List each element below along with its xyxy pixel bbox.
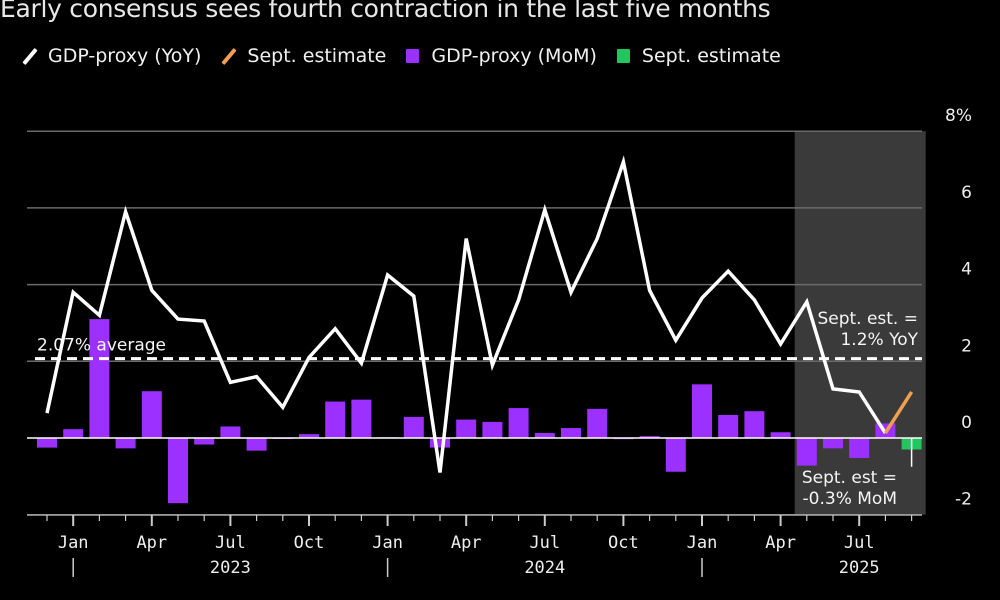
x-tick-label: Jul (529, 533, 560, 553)
x-year-label: 2025 (839, 558, 880, 578)
legend-item-sept-yoy: Sept. estimate (221, 45, 386, 67)
x-tick-label: Oct (608, 533, 639, 553)
bar-mom (63, 429, 84, 438)
bar-mom (718, 414, 739, 438)
bar-mom (220, 426, 241, 438)
annotation-yoy: Sept. est. = (817, 309, 918, 329)
bar-mom (37, 438, 57, 448)
bar-mom (587, 408, 608, 438)
y-tick-label: 8% (945, 106, 972, 126)
bar-swatch-icon (406, 49, 420, 63)
legend-label: Sept. estimate (247, 45, 387, 67)
y-tick-label: 6 (961, 183, 972, 203)
annotation-mom: Sept. est = (802, 468, 897, 488)
chart-title: Early consensus sees fourth contraction … (0, 0, 771, 23)
bar-mom (168, 438, 188, 504)
line-yoy (45, 155, 887, 473)
legend: GDP-proxy (YoY) Sept. estimate GDP-proxy… (22, 45, 801, 67)
x-tick-label: Apr (451, 533, 482, 553)
x-tick-label: Oct (294, 533, 325, 553)
legend-item-yoy: GDP-proxy (YoY) (22, 45, 201, 67)
bar-mom (796, 438, 817, 466)
bar-mom (744, 411, 765, 438)
bar-mom (351, 399, 372, 438)
bar-mom (561, 428, 581, 438)
bar-mom (141, 391, 162, 438)
x-tick-label: Apr (136, 533, 167, 553)
x-tick-label: Apr (765, 533, 796, 553)
line-sept-estimate (883, 391, 914, 434)
bar-mom (456, 419, 477, 438)
bar-mom (325, 401, 346, 438)
bar-mom (692, 384, 712, 438)
bar-mom (770, 432, 791, 438)
y-tick-label: -2 (955, 490, 972, 510)
average-label: 2.07% average (37, 336, 166, 356)
bar-mom (115, 438, 136, 449)
bar-mom (299, 434, 319, 438)
bar-mom (534, 433, 555, 438)
bar-mom (246, 438, 267, 451)
y-tick-label: 0 (961, 413, 972, 433)
x-year-label: 2023 (210, 558, 251, 578)
annotation-yoy: 1.2% YoY (840, 330, 918, 350)
x-tick-label: Jul (844, 533, 875, 553)
legend-label: GDP-proxy (MoM) (431, 45, 597, 67)
x-year-label: 2024 (524, 558, 565, 578)
bar-mom (665, 438, 686, 472)
bar-swatch-icon (616, 49, 630, 63)
legend-item-mom: GDP-proxy (MoM) (406, 45, 597, 67)
x-tick-label: Jan (687, 533, 718, 553)
y-tick-label: 2 (961, 336, 972, 356)
bar-mom (194, 438, 215, 445)
annotation-mom: -0.3% MoM (803, 489, 897, 509)
bar-mom (482, 421, 503, 438)
legend-label: GDP-proxy (YoY) (48, 45, 202, 67)
bar-mom (508, 408, 529, 438)
bar-mom (639, 436, 660, 438)
legend-item-sept-mom: Sept. estimate (616, 45, 781, 67)
bar-mom (403, 416, 424, 438)
bar-mom (430, 438, 450, 448)
bar-mom (823, 438, 843, 449)
bar-mom (89, 319, 110, 438)
x-tick-label: Jul (215, 533, 246, 553)
legend-label: Sept. estimate (641, 45, 781, 67)
x-tick-label: Jan (372, 533, 403, 553)
bar-mom (849, 438, 870, 458)
x-tick-label: Jan (58, 533, 89, 553)
y-tick-label: 4 (961, 260, 972, 280)
